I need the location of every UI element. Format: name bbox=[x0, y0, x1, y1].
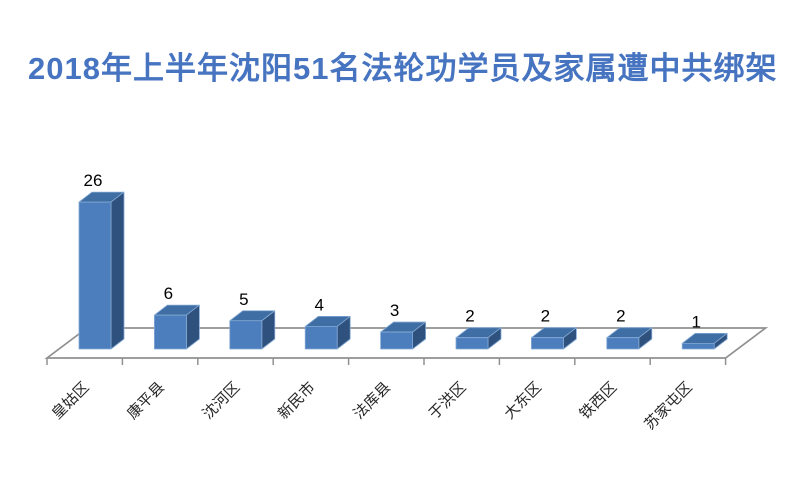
bar-front-face bbox=[606, 337, 640, 350]
category-label: 于洪区 bbox=[426, 379, 470, 423]
bar-front-face bbox=[229, 320, 263, 350]
bar-front-face bbox=[78, 201, 112, 350]
category-label: 大东区 bbox=[501, 379, 545, 423]
bar-value-label: 6 bbox=[164, 284, 173, 303]
bar-front-face bbox=[455, 337, 489, 350]
bar-value-label: 3 bbox=[390, 301, 399, 320]
bar-value-label: 26 bbox=[84, 171, 103, 190]
chart-title: 2018年上半年沈阳51名法轮功学员及家属遭中共绑架 bbox=[28, 51, 778, 86]
bar-front-face bbox=[380, 331, 414, 350]
bar-value-label: 5 bbox=[239, 290, 248, 309]
category-label: 苏家屯区 bbox=[641, 379, 695, 433]
category-label: 铁西区 bbox=[576, 379, 620, 423]
bar-front-face bbox=[153, 314, 187, 350]
bar-value-label: 2 bbox=[541, 307, 550, 326]
category-label: 皇姑区 bbox=[49, 379, 93, 423]
bar-value-label: 2 bbox=[465, 307, 474, 326]
bar-front-face bbox=[681, 342, 715, 350]
bar-value-label: 1 bbox=[691, 312, 700, 331]
category-label: 康平县 bbox=[124, 379, 168, 423]
bar-front-face bbox=[531, 337, 564, 350]
bar-value-label: 4 bbox=[314, 295, 323, 314]
category-label: 新民市 bbox=[275, 379, 319, 423]
category-label: 沈河区 bbox=[199, 379, 243, 423]
bar-front-face bbox=[304, 325, 338, 350]
category-label: 法库县 bbox=[350, 379, 394, 423]
bar-value-label: 2 bbox=[616, 307, 625, 326]
bar-side-face bbox=[110, 191, 125, 350]
